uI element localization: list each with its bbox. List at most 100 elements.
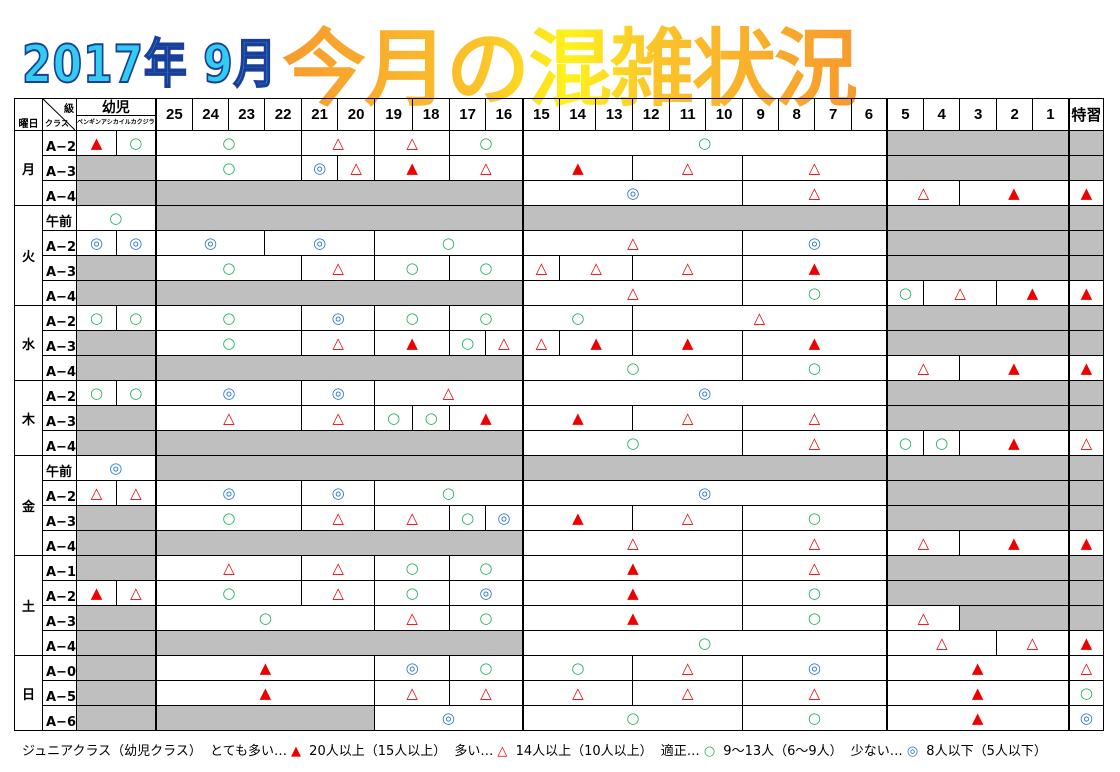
class-cell: A−2 — [42, 305, 77, 331]
class-cell: A−4 — [42, 180, 77, 206]
open-triangle-icon: △ — [130, 483, 142, 502]
table-row: 火午前 ○ — [14, 205, 1105, 306]
double-circle-icon: ◎ — [1079, 708, 1093, 727]
table-row: A−3 △ △ ○ ○ ▲ ▲ △ △ — [15, 405, 1105, 431]
date-column-header: 4 — [923, 98, 961, 131]
filled-triangle-icon: ▲ — [971, 658, 984, 677]
filled-triangle-icon: ▲ — [1080, 358, 1093, 377]
status-cell: △ — [1067, 430, 1105, 456]
circle-icon: ○ — [405, 558, 419, 577]
status-cell: ◎ — [485, 505, 524, 531]
filled-triangle-icon: ▲ — [971, 708, 984, 727]
date-column-header: 21 — [301, 98, 339, 131]
closed-cell — [75, 630, 157, 656]
legend-label-few: 少ない… — [850, 744, 903, 759]
status-cell: △ — [521, 680, 634, 706]
status-cell: ◎ — [1067, 705, 1105, 731]
closed-cell — [885, 505, 1070, 531]
closed-cell — [885, 130, 1070, 156]
closed-cell — [75, 355, 157, 381]
closed-cell — [1067, 130, 1105, 156]
open-triangle-icon: △ — [753, 308, 766, 327]
table-row: A−4 △ △ △ ▲ ▲ — [15, 530, 1105, 556]
filled-triangle-icon: ▲ — [90, 583, 103, 602]
closed-cell — [1067, 480, 1105, 506]
status-cell: △ — [885, 530, 961, 556]
table-row: A−3 ○ △ ▲ ○ △ △ ▲ ▲ ▲ — [15, 330, 1105, 356]
closed-cell — [154, 455, 524, 481]
table-row: A−4 ◎ △ △ ▲ ▲ — [15, 180, 1105, 206]
class-cell: A−0 — [42, 655, 77, 681]
status-cell: ○ — [923, 430, 961, 456]
date-column-header: 16 — [485, 98, 524, 131]
date-column-header: 25 — [154, 98, 194, 131]
open-triangle-icon: △ — [627, 283, 639, 302]
table-row: 月 A−2 ▲ ○ ○ △ △ ○ ○ — [14, 130, 1105, 206]
circle-icon: ○ — [626, 433, 640, 452]
class-cell: A−4 — [42, 630, 77, 656]
date-column-header: 7 — [814, 98, 853, 131]
closed-cell — [1067, 455, 1105, 481]
legend-range-crowded: 14人以上（10人以上） — [515, 744, 653, 759]
open-triangle-icon: △ — [535, 258, 548, 277]
filled-triangle-icon: ▲ — [971, 683, 984, 702]
status-cell: ○ — [75, 305, 118, 331]
table-row: 土 A−1 △ △ ○ ○ ▲ △ — [14, 555, 1105, 656]
circle-icon: ○ — [461, 333, 475, 352]
closed-cell — [75, 605, 157, 631]
date-column-header: 22 — [264, 98, 303, 131]
open-triangle-icon: △ — [535, 333, 548, 352]
status-cell: ▲ — [521, 555, 744, 581]
table-row: A−4 ○ ○ △ ▲ ▲ — [15, 355, 1105, 381]
date-column-header: 18 — [412, 98, 451, 131]
closed-cell — [75, 555, 157, 581]
filled-triangle-icon: ▲ — [259, 683, 272, 702]
status-cell: ▲ — [521, 505, 634, 531]
open-triangle-icon: △ — [681, 408, 694, 427]
status-cell: ▲ — [75, 130, 118, 156]
status-cell: ○ — [449, 330, 487, 356]
open-triangle-icon: △ — [917, 358, 930, 377]
closed-cell — [1067, 155, 1105, 181]
closed-cell — [154, 705, 376, 731]
closed-cell — [885, 205, 1070, 231]
table-row: 木 A−2 ○ ○ ◎ ◎ △ ◎ — [14, 380, 1105, 456]
double-circle-icon: ◎ — [222, 383, 236, 402]
date-column-header: 1 — [1032, 98, 1070, 131]
status-cell: △ — [742, 680, 888, 706]
closed-cell — [1067, 580, 1105, 606]
status-cell: ◎ — [521, 480, 888, 506]
double-circle-icon: ◎ — [906, 744, 919, 759]
circle-icon: ○ — [89, 383, 104, 402]
status-cell: ○ — [374, 580, 451, 606]
circle-icon: ○ — [424, 408, 438, 427]
date-column-header: 15 — [521, 98, 561, 131]
status-cell: ▲ — [449, 405, 524, 431]
status-cell: ◎ — [116, 230, 157, 256]
date-column-header: 14 — [559, 98, 597, 131]
status-cell: △ — [1067, 655, 1105, 681]
class-cell: 午前 — [42, 455, 77, 481]
open-triangle-icon: △ — [1080, 658, 1093, 677]
filled-triangle-icon: ▲ — [808, 333, 821, 352]
closed-cell — [75, 180, 157, 206]
status-cell: ○ — [742, 605, 888, 631]
class-cell: A−4 — [42, 430, 77, 456]
status-cell: ○ — [374, 305, 451, 331]
status-cell: ○ — [521, 305, 634, 331]
status-cell: ◎ — [154, 230, 266, 256]
double-circle-icon: ◎ — [405, 658, 419, 677]
open-triangle-icon: △ — [480, 683, 492, 702]
status-cell: ◎ — [75, 455, 157, 481]
circle-icon: ○ — [479, 258, 493, 277]
circle-icon: ○ — [807, 608, 821, 627]
status-cell: △ — [632, 255, 744, 281]
double-circle-icon: ◎ — [807, 658, 821, 677]
status-cell: ○ — [742, 705, 888, 731]
youji-sub-label: イルカ — [118, 120, 137, 126]
status-cell: ○ — [374, 230, 524, 256]
status-cell: △ — [374, 680, 451, 706]
open-triangle-icon: △ — [406, 133, 418, 152]
legend-label-crowded: 多い… — [454, 744, 494, 759]
status-cell: △ — [742, 180, 888, 206]
